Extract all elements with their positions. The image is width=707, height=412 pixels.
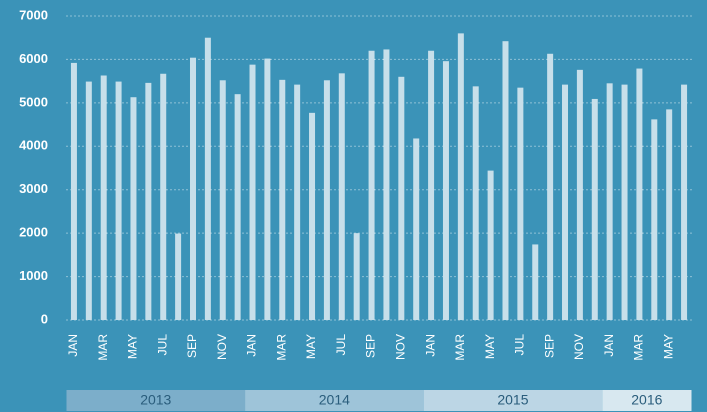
x-tick-label: SEP	[542, 334, 556, 358]
bar	[457, 33, 464, 320]
x-tick-label: SEP	[185, 334, 199, 358]
year-label: 2015	[497, 392, 528, 408]
y-tick-label: 1000	[19, 268, 48, 283]
x-tick-label: MAR	[453, 334, 467, 361]
bar	[234, 94, 241, 321]
year-band	[602, 390, 692, 411]
year-label: 2014	[319, 392, 350, 408]
year-band	[245, 390, 424, 411]
x-tick-label: SEP	[364, 334, 378, 358]
y-tick-label: 4000	[19, 138, 48, 153]
x-tick-label: NOV	[393, 334, 407, 360]
bar	[130, 97, 137, 320]
bar	[249, 64, 256, 320]
bar	[115, 81, 122, 320]
bar	[353, 233, 360, 320]
bar	[85, 81, 92, 320]
x-tick-label: NOV	[215, 334, 229, 360]
bar	[368, 50, 375, 320]
x-tick-label: JUL	[155, 334, 169, 356]
x-tick-label: JUL	[334, 334, 348, 356]
x-tick-label: MAY	[126, 334, 140, 359]
bar	[606, 83, 613, 320]
bar	[323, 80, 330, 320]
year-band	[423, 390, 603, 411]
x-tick-label: NOV	[572, 334, 586, 360]
bar	[294, 84, 301, 320]
x-tick-label: JAN	[66, 334, 80, 357]
bar	[264, 58, 271, 321]
bar	[145, 82, 152, 320]
x-tick-label: JAN	[423, 334, 437, 357]
bar	[309, 112, 316, 321]
bar	[100, 75, 107, 320]
x-tick-label: MAY	[304, 334, 318, 359]
bar	[487, 170, 494, 320]
bar	[517, 87, 524, 321]
year-band	[66, 390, 246, 411]
bar	[591, 98, 598, 320]
y-tick-label: 5000	[19, 94, 48, 109]
bar	[70, 62, 77, 320]
x-tick-label: JAN	[602, 334, 616, 357]
bar	[621, 84, 628, 320]
bar	[413, 138, 420, 320]
bar	[398, 76, 405, 320]
x-tick-label: MAY	[661, 334, 675, 359]
bar	[576, 69, 583, 320]
x-tick-label: JAN	[245, 334, 259, 357]
y-tick-label: 6000	[19, 51, 48, 66]
bar	[547, 53, 554, 320]
x-tick-label: JUL	[513, 334, 527, 356]
y-tick-label: 3000	[19, 181, 48, 196]
bar	[666, 109, 673, 320]
x-tick-label: MAY	[483, 334, 497, 359]
bar	[472, 86, 479, 321]
bar	[681, 84, 688, 320]
bar	[160, 73, 167, 320]
bar	[532, 244, 539, 320]
x-tick-label: MAR	[632, 334, 646, 361]
bar	[651, 119, 658, 320]
bar	[428, 50, 435, 320]
year-label: 2013	[140, 392, 171, 408]
x-tick-label: MAR	[274, 334, 288, 361]
bar	[338, 73, 345, 320]
bar	[383, 49, 390, 320]
bar	[562, 84, 569, 320]
bar	[279, 79, 286, 320]
bar	[636, 68, 643, 320]
bar	[204, 37, 211, 320]
bar	[219, 80, 226, 320]
bar	[442, 61, 449, 321]
y-tick-label: 7000	[19, 7, 48, 22]
bar	[175, 233, 182, 320]
bar	[189, 57, 196, 320]
bar	[502, 41, 509, 321]
y-tick-label: 2000	[19, 225, 48, 240]
x-tick-label: MAR	[96, 334, 110, 361]
y-tick-label: 0	[41, 311, 48, 326]
year-label: 2016	[631, 392, 662, 408]
